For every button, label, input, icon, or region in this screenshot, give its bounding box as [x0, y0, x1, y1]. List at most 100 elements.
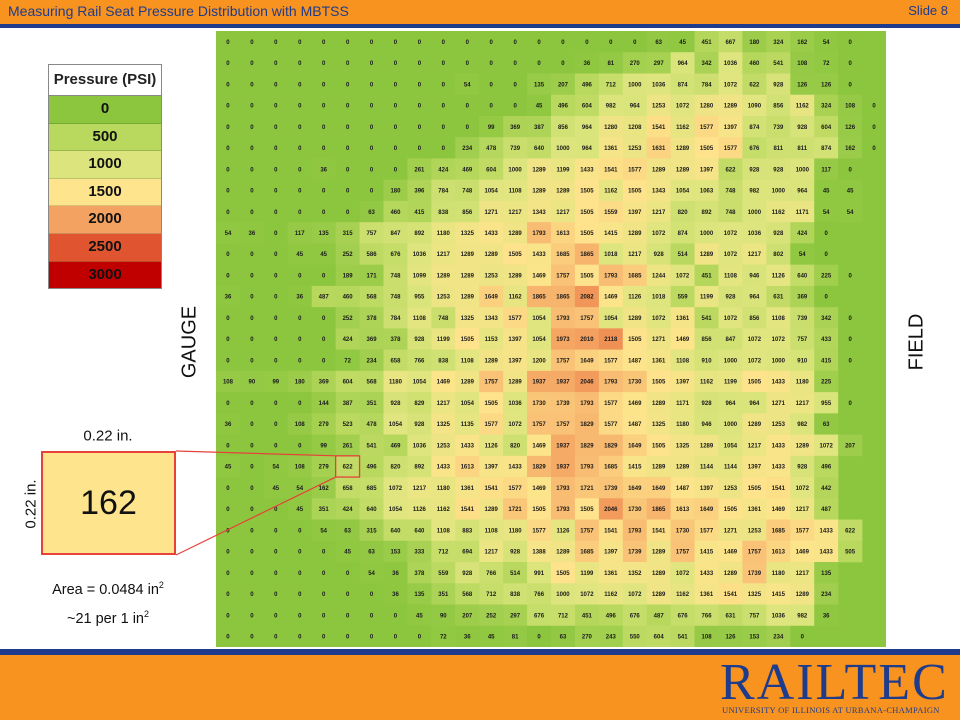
heatmap-cell-label: 964: [630, 104, 641, 110]
heatmap-cell-label: 0: [322, 210, 326, 216]
heatmap-cell: [455, 158, 480, 180]
heatmap-cell: [598, 413, 624, 435]
heatmap-cell: [742, 498, 767, 520]
heatmap-cell-label: 1577: [604, 401, 618, 407]
heatmap-cell-label: 0: [274, 40, 278, 46]
heatmap-cell-label: 1072: [796, 486, 810, 492]
heatmap-cell: [814, 434, 839, 457]
heatmap-cell-label: 496: [558, 104, 569, 110]
heatmap-cell: [694, 179, 719, 202]
heatmap-cell: [694, 349, 719, 372]
heatmap-cell: [814, 73, 839, 96]
heatmap-cell-label: 739: [773, 125, 784, 131]
heatmap-cell: [718, 200, 743, 223]
heatmap-cell-label: 0: [250, 295, 254, 301]
heatmap-cell: [383, 455, 408, 478]
heatmap-cell-label: 0: [466, 40, 470, 46]
heatmap-cell: [551, 583, 576, 605]
heatmap-cell: [335, 73, 360, 96]
heatmap-cell: [431, 349, 456, 372]
heatmap-cell-label: 1217: [556, 210, 570, 216]
heatmap-cell-label: 1721: [508, 507, 522, 513]
heatmap-cell: [287, 413, 313, 435]
heatmap-cell-label: 207: [845, 443, 856, 449]
heatmap-cell-label: 1505: [748, 380, 762, 386]
heatmap-cell: [814, 200, 839, 223]
heatmap-cell-label: 1757: [748, 550, 762, 556]
heatmap-cell: [670, 52, 695, 74]
heatmap-cell-label: 1325: [461, 316, 475, 322]
heatmap-cell: [718, 519, 743, 542]
heatmap-cell: [718, 370, 743, 393]
heatmap-cell-label: 0: [394, 635, 398, 641]
heatmap-cell: [335, 540, 360, 563]
heatmap-cell: [407, 243, 432, 265]
heatmap-cell-label: 0: [394, 82, 398, 88]
heatmap-cell-label: 225: [821, 273, 832, 279]
heatmap-cell-label: 1072: [652, 316, 666, 322]
heatmap-cell: [742, 370, 767, 393]
heatmap-cell: [359, 222, 384, 244]
heatmap-cell: [551, 222, 576, 244]
heatmap-cell: [431, 455, 456, 478]
heatmap-cell-label: 604: [654, 635, 665, 641]
heatmap-cell-label: 1649: [580, 358, 594, 364]
heatmap-cell-label: 1126: [556, 528, 570, 534]
heatmap-cell-label: 1685: [772, 528, 786, 534]
heatmap-cell-label: 0: [370, 125, 374, 131]
heatmap-cell: [598, 200, 624, 223]
heatmap-cell-label: 892: [414, 465, 425, 471]
heatmap-cell: [239, 200, 265, 223]
heatmap-cell: [407, 158, 432, 180]
heatmap-cell: [527, 349, 552, 372]
heatmap-cell: [622, 540, 648, 563]
heatmap-cell: [287, 370, 313, 393]
heatmap-cell: [503, 370, 528, 393]
heatmap-cell-label: 946: [749, 273, 760, 279]
heatmap-cell-label: 1289: [652, 550, 666, 556]
heatmap-cell-label: 1217: [413, 486, 427, 492]
heatmap-cell-label: 1162: [604, 592, 618, 598]
heatmap-cell: [287, 200, 313, 223]
heatmap-cell: [670, 370, 695, 393]
heatmap-cell-label: 0: [537, 40, 541, 46]
heatmap-cell-label: 0: [466, 104, 470, 110]
heatmap-cell-label: 1541: [652, 528, 666, 534]
heatmap-cell-label: 469: [390, 443, 401, 449]
heatmap-cell: [239, 583, 265, 605]
heatmap-cell-label: 478: [486, 146, 497, 152]
heatmap-cell: [838, 540, 863, 563]
heatmap-cell-label: 1469: [532, 486, 546, 492]
heatmap-cell-label: 0: [298, 635, 302, 641]
heatmap-cell-label: 1162: [772, 210, 786, 216]
heatmap-cell: [646, 222, 671, 244]
heatmap-cell-label: 1361: [461, 486, 475, 492]
heatmap-cell-label: 1162: [676, 592, 690, 598]
heatmap-cell-label: 676: [678, 613, 689, 619]
heatmap-cell: [551, 307, 576, 329]
heatmap-cell-label: 0: [250, 61, 254, 67]
header-divider: [0, 24, 960, 28]
heatmap-cell-label: 0: [226, 189, 230, 195]
heatmap-cell: [239, 392, 265, 414]
heatmap-cell: [455, 264, 480, 287]
heatmap-cell: [263, 583, 289, 605]
heatmap-cell: [742, 604, 767, 627]
heatmap-cell: [479, 583, 504, 605]
heatmap-cell-label: 1018: [652, 295, 666, 301]
heatmap-cell: [742, 31, 767, 53]
heatmap-cell-label: 415: [821, 358, 832, 364]
heatmap-cell: [814, 222, 839, 244]
heatmap-cell-label: 1649: [652, 486, 666, 492]
heatmap-cell: [503, 137, 528, 159]
heatmap-cell-label: 1199: [724, 380, 738, 386]
heatmap-cell-label: 36: [225, 422, 232, 428]
heatmap-cell: [263, 94, 289, 117]
heatmap-cell: [335, 115, 360, 138]
heatmap-cell: [311, 115, 336, 138]
heatmap-cell-label: 0: [250, 465, 254, 471]
legend-title: Pressure (PSI): [49, 65, 161, 96]
heatmap-cell-label: 2046: [580, 380, 594, 386]
heatmap-cell-label: 928: [797, 465, 808, 471]
heatmap-cell-label: 1757: [485, 380, 499, 386]
